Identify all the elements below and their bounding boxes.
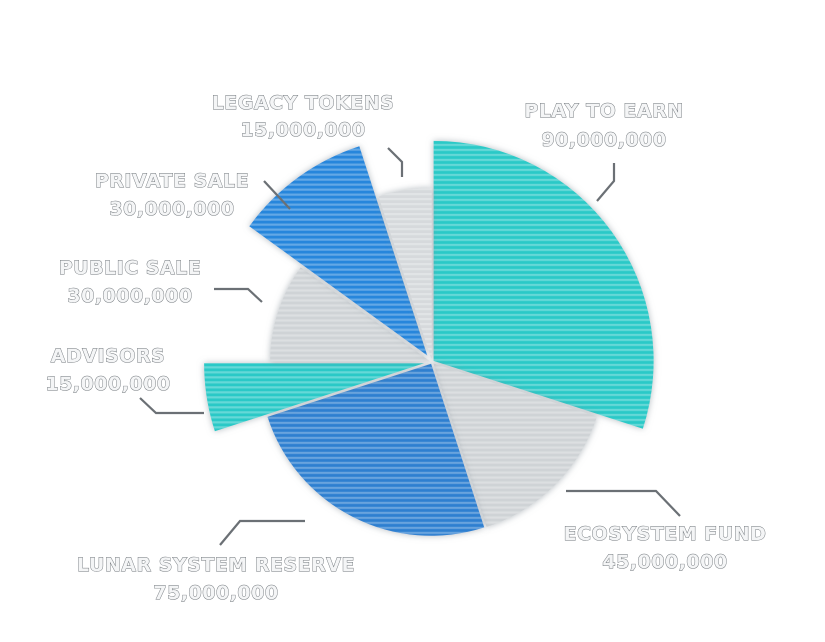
- leader-line-lunar-system-reserve: [219, 519, 305, 546]
- slice-labels: PLAY TO EARN 90,000,000 ECOSYSTEM FUND 45,0…: [45, 92, 767, 605]
- leader-line-play-to-earn: [596, 163, 616, 202]
- pie-slice-ecosystem-fund: [433, 363, 597, 527]
- pie-slice-lunar-system-reserve: [267, 363, 485, 536]
- pie-slice-legacy-tokens: [378, 188, 432, 361]
- pie-slice-public-sale: [270, 267, 431, 362]
- slice-label-private-sale: PRIVATE SALE: [95, 170, 249, 192]
- slice-value-private-sale: 30,000,000: [109, 198, 234, 220]
- leader-lines: [139, 147, 681, 546]
- leader-line-private-sale: [263, 180, 291, 210]
- slice-value-lunar-system-reserve: 75,000,000: [153, 582, 278, 604]
- slice-label-legacy-tokens: LEGACY TOKENS: [212, 92, 395, 114]
- slice-label-lunar-system-reserve: LUNAR SYSTEM RESERVE: [77, 554, 355, 576]
- pie-slice-stripes: [267, 363, 485, 536]
- pie-slice-stripes: [204, 363, 425, 432]
- pie-slice-private-sale: [249, 146, 428, 356]
- leader-line-advisors: [139, 397, 204, 415]
- pie-slice-stripes: [249, 146, 428, 356]
- slice-label-play-to-earn: PLAY TO EARN: [524, 100, 683, 122]
- slice-label-public-sale: PUBLIC SALE: [59, 257, 202, 279]
- slice-value-advisors: 15,000,000: [45, 373, 170, 395]
- leader-line-legacy-tokens: [387, 147, 404, 177]
- pie-slice-stripes: [270, 267, 431, 362]
- slice-value-legacy-tokens: 15,000,000: [240, 119, 365, 141]
- slice-label-ecosystem-fund: ECOSYSTEM FUND: [564, 523, 767, 545]
- pie-slice-advisors: [204, 363, 425, 432]
- slice-value-play-to-earn: 90,000,000: [541, 129, 666, 151]
- pie-slices: [204, 140, 654, 536]
- pie-slice-stripes: [433, 140, 654, 429]
- leader-line-ecosystem-fund: [566, 489, 681, 517]
- pie-slice-stripes: [378, 188, 432, 361]
- leader-line-public-sale: [214, 287, 263, 303]
- slice-label-advisors: ADVISORS: [51, 345, 165, 367]
- slice-value-ecosystem-fund: 45,000,000: [602, 551, 727, 573]
- pie-slice-play-to-earn: [433, 140, 654, 429]
- slice-value-public-sale: 30,000,000: [67, 285, 192, 307]
- pie-slice-stripes: [433, 363, 597, 527]
